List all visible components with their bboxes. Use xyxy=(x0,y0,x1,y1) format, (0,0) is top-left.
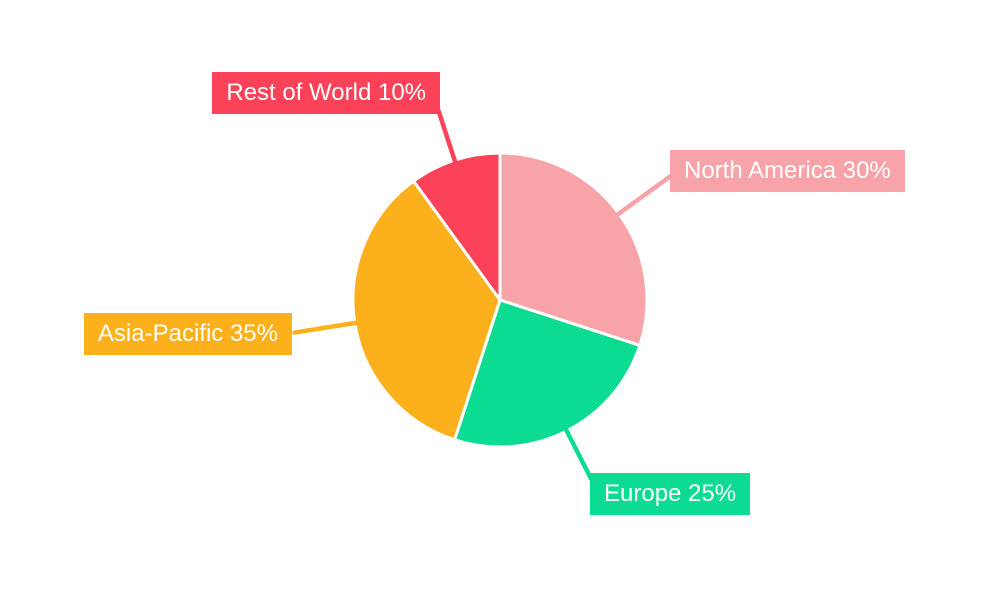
callout-label-north-america: North America 30% xyxy=(670,150,905,192)
callout-label-rest-of-world: Rest of World 10% xyxy=(212,72,440,114)
callout-connector-asia-pacific xyxy=(292,320,362,335)
callout-connector-europe xyxy=(562,425,594,482)
callout-connector-north-america xyxy=(613,172,675,219)
callout-label-europe: Europe 25% xyxy=(590,473,751,515)
callout-connector-rest-of-world xyxy=(436,108,459,167)
callout-label-asia-pacific: Asia-Pacific 35% xyxy=(83,313,292,355)
